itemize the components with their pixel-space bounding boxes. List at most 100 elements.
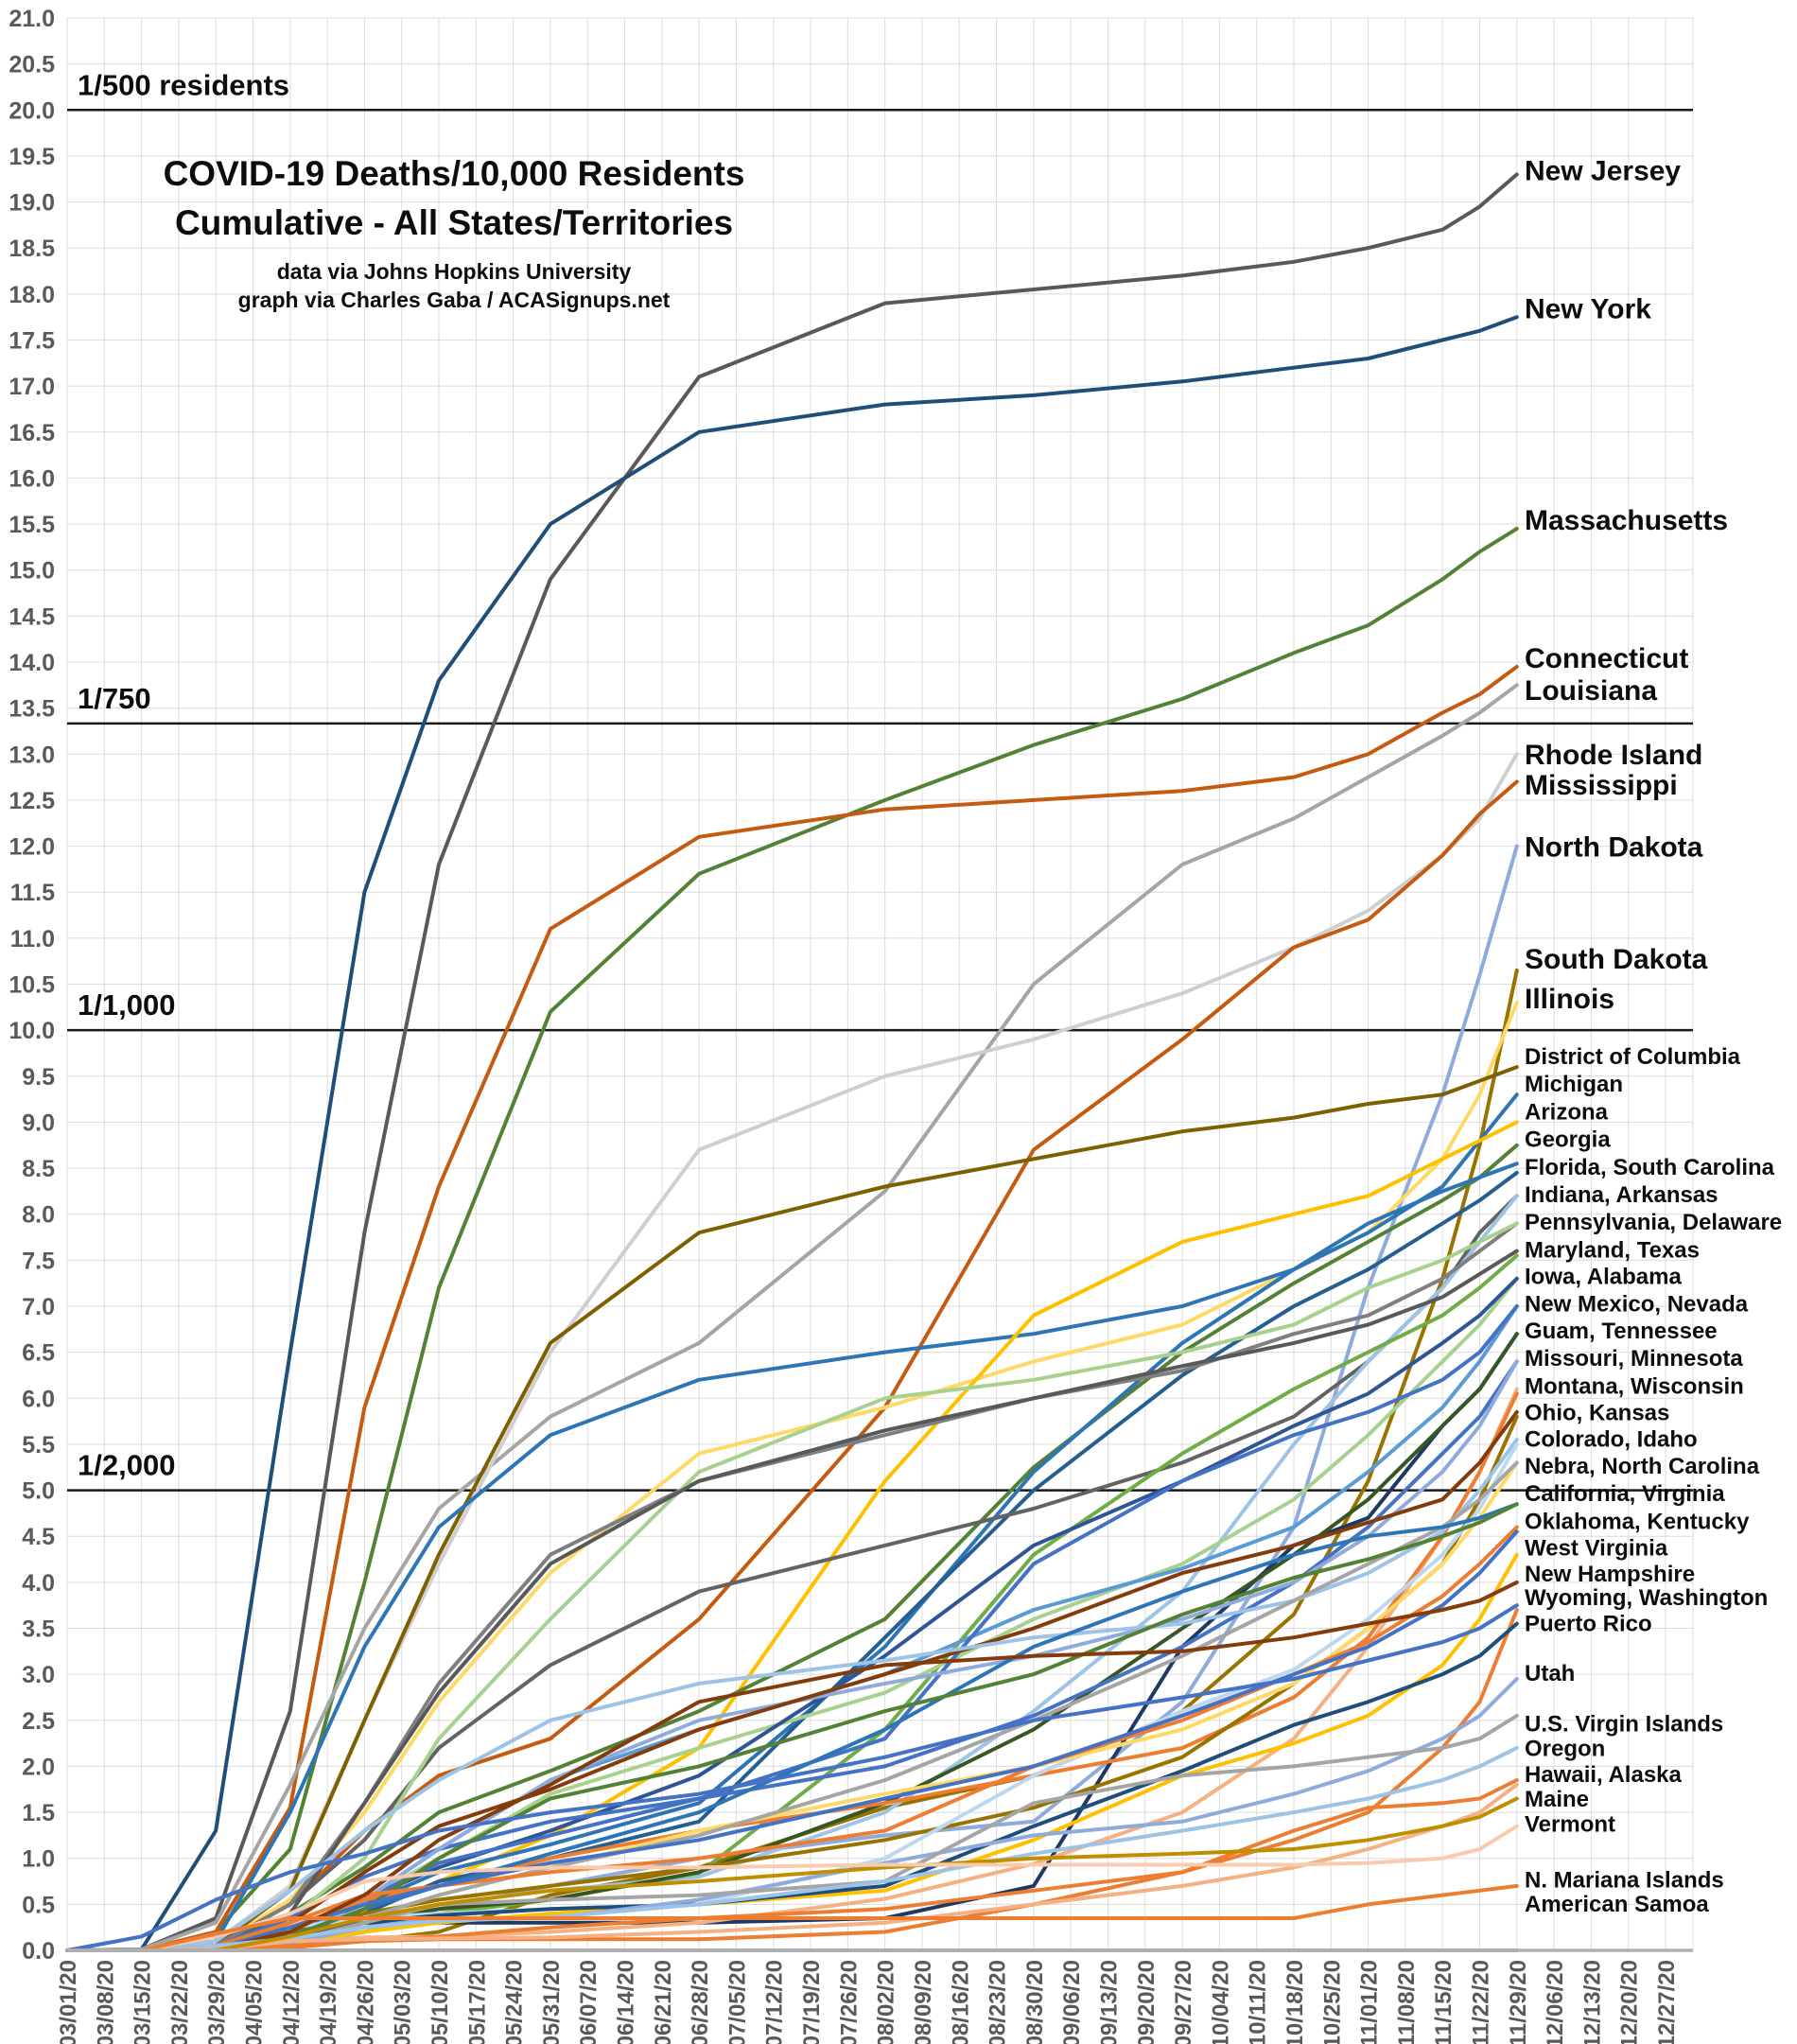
series-line-illinois: [65, 1001, 1519, 1952]
y-tick-label: 16.5: [9, 420, 55, 446]
state-label-michigan: Michigan: [1525, 1072, 1623, 1097]
chart-credit-data: data via Johns Hopkins University: [276, 259, 632, 284]
x-tick-label: 05/03/20: [391, 1960, 416, 2044]
y-tick-label: 3.0: [22, 1662, 55, 1688]
x-tick-label: 11/15/20: [1431, 1960, 1457, 2044]
x-tick-label: 03/08/20: [93, 1960, 118, 2044]
reference-label-1-750: 1/750: [78, 682, 151, 715]
reference-label-1-1-000: 1/1,000: [78, 988, 175, 1022]
y-tick-label: 4.5: [22, 1524, 55, 1550]
state-label-maine: Maine: [1525, 1787, 1589, 1812]
x-tick-label: 10/18/20: [1282, 1960, 1308, 2044]
x-tick-label: 11/08/20: [1394, 1960, 1420, 2044]
x-tick-label: 04/12/20: [279, 1960, 305, 2044]
state-label-district-of-columbia: District of Columbia: [1525, 1044, 1741, 1070]
state-label-massachusetts: Massachusetts: [1525, 505, 1728, 536]
x-tick-label: 09/20/20: [1134, 1960, 1160, 2044]
y-tick-label: 21.0: [9, 6, 55, 32]
series-line-missouri: [65, 1359, 1519, 1952]
state-label-n-mariana-islands: N. Mariana Islands: [1525, 1868, 1724, 1894]
x-tick-label: 03/01/20: [56, 1960, 81, 2044]
y-tick-label: 10.5: [9, 972, 55, 999]
state-label-hawaii-alaska: Hawaii, Alaska: [1525, 1762, 1683, 1788]
state-label-american-samoa: American Samoa: [1525, 1892, 1709, 1917]
state-label-new-hampshire: New Hampshire: [1525, 1562, 1695, 1587]
x-tick-label: 12/27/20: [1654, 1960, 1680, 2044]
x-tick-label: 07/26/20: [836, 1960, 862, 2044]
state-label-florida-south-carolina: Florida, South Carolina: [1525, 1155, 1775, 1180]
state-label-south-dakota: South Dakota: [1525, 944, 1708, 975]
y-tick-label: 0.0: [22, 1938, 55, 1965]
state-label-oklahoma-kentucky: Oklahoma, Kentucky: [1525, 1509, 1750, 1534]
y-tick-label: 9.0: [22, 1109, 55, 1136]
x-tick-label: 10/11/20: [1246, 1960, 1271, 2044]
y-tick-label: 13.0: [9, 742, 55, 768]
state-label-vermont: Vermont: [1525, 1811, 1615, 1837]
x-tick-label: 11/22/20: [1469, 1960, 1494, 2044]
y-tick-label: 1.0: [22, 1846, 55, 1873]
y-tick-label: 3.5: [22, 1616, 55, 1643]
series-line-maine: [65, 1796, 1519, 1952]
series-line-kentucky: [65, 1529, 1519, 1952]
x-tick-label: 06/28/20: [688, 1960, 713, 2044]
x-tick-label: 09/13/20: [1097, 1960, 1123, 2044]
state-label-oregon: Oregon: [1525, 1737, 1605, 1762]
series-line-nevada: [65, 1304, 1519, 1952]
state-label-guam-tennessee: Guam, Tennessee: [1525, 1319, 1718, 1344]
x-tick-label: 07/19/20: [799, 1960, 825, 2044]
y-tick-label: 8.0: [22, 1202, 55, 1229]
reference-label-1-500-residents: 1/500 residents: [78, 68, 289, 101]
state-label-new-jersey: New Jersey: [1525, 155, 1681, 186]
series-line-new-jersey: [65, 172, 1519, 1952]
series-line-colorado: [65, 1438, 1519, 1952]
state-label-georgia: Georgia: [1525, 1127, 1611, 1153]
x-tick-label: 06/21/20: [651, 1960, 676, 2044]
state-label-indiana-arkansas: Indiana, Arkansas: [1525, 1182, 1718, 1208]
y-tick-label: 8.5: [22, 1156, 55, 1182]
state-label-missouri-minnesota: Missouri, Minnesota: [1525, 1346, 1743, 1371]
state-label-nebra-north-carolina: Nebra, North Carolina: [1525, 1454, 1760, 1479]
y-tick-label: 20.5: [9, 52, 55, 79]
y-tick-label: 4.0: [22, 1570, 55, 1597]
state-label-louisiana: Louisiana: [1525, 675, 1657, 707]
x-tick-label: 12/20/20: [1617, 1960, 1643, 2044]
series-line-pennsylvania: [65, 1221, 1519, 1952]
x-tick-label: 11/29/20: [1506, 1960, 1531, 2044]
y-tick-label: 11.5: [10, 880, 55, 906]
x-tick-label: 10/04/20: [1208, 1960, 1233, 2044]
state-label-u-s-virgin-islands: U.S. Virgin Islands: [1525, 1711, 1723, 1737]
state-label-ohio-kansas: Ohio, Kansas: [1525, 1401, 1669, 1426]
y-tick-label: 12.0: [9, 834, 55, 861]
state-label-new-york: New York: [1525, 293, 1651, 324]
chart-credit-graph: graph via Charles Gaba / ACASignups.net: [237, 288, 671, 312]
y-tick-label: 14.0: [9, 650, 55, 676]
state-label-montana-wisconsin: Montana, Wisconsin: [1525, 1373, 1744, 1399]
chart-title-line2: Cumulative - All States/Territories: [174, 203, 734, 242]
y-tick-label: 10.0: [9, 1018, 55, 1044]
y-tick-label: 18.5: [9, 236, 55, 262]
x-tick-label: 10/25/20: [1319, 1960, 1345, 2044]
x-tick-label: 08/23/20: [986, 1960, 1011, 2044]
series-line-minnesota: [65, 1359, 1519, 1952]
x-tick-label: 06/07/20: [576, 1960, 602, 2044]
x-tick-label: 05/10/20: [427, 1960, 453, 2044]
y-tick-label: 9.5: [22, 1064, 55, 1091]
y-tick-label: 12.5: [9, 788, 55, 814]
x-tick-label: 03/22/20: [167, 1960, 193, 2044]
y-tick-label: 7.5: [22, 1248, 55, 1274]
state-label-mississippi: Mississippi: [1525, 770, 1678, 801]
state-label-illinois: Illinois: [1525, 984, 1614, 1015]
x-tick-label: 07/12/20: [762, 1960, 788, 2044]
y-tick-label: 5.5: [22, 1432, 55, 1459]
x-tick-label: 08/16/20: [948, 1960, 973, 2044]
x-tick-label: 04/26/20: [353, 1960, 378, 2044]
series-line-washington: [65, 1603, 1519, 1952]
series-line-michigan: [65, 1092, 1519, 1952]
x-tick-label: 08/30/20: [1022, 1960, 1048, 2044]
state-label-utah: Utah: [1525, 1661, 1575, 1686]
x-tick-label: 06/14/20: [614, 1960, 639, 2044]
y-tick-label: 0.5: [22, 1892, 55, 1918]
state-label-arizona: Arizona: [1525, 1099, 1609, 1125]
